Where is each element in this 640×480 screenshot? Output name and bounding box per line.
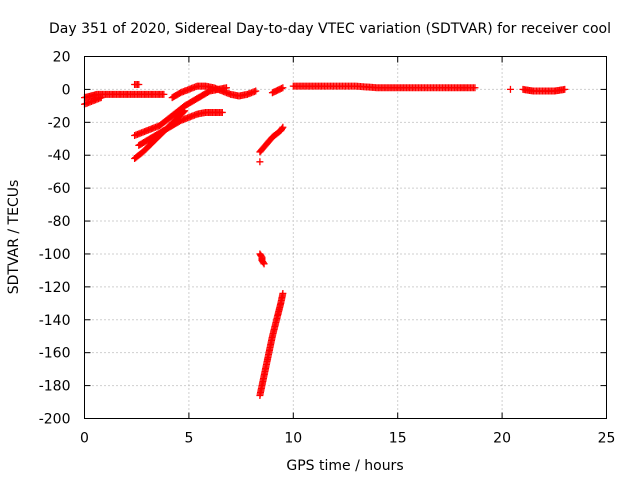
y-tick-label: -20 [48,115,71,131]
data-point [180,108,188,116]
y-tick-label: -40 [48,148,71,164]
data-point [256,158,264,166]
y-tick-label: -60 [48,181,71,197]
series-arc-14 [519,85,569,95]
series-arc-1-low [81,94,105,108]
y-tick-label: 0 [62,82,71,98]
series-arc-12 [289,82,479,92]
y-tick-label: -120 [39,280,71,296]
data-point [279,84,287,92]
y-tick-label: -140 [39,313,71,329]
chart-title: Day 351 of 2020, Sidereal Day-to-day VTE… [49,21,611,37]
series-arc-13 [506,85,514,93]
data-point [181,107,189,115]
y-tick-label: 20 [53,50,71,66]
plot-frame [84,56,607,419]
y-axis-label: SDTVAR / TECUs [6,180,22,295]
series-arc-7 [256,123,287,156]
series-arc-6 [131,107,189,163]
series-arc-9 [256,250,268,268]
y-tick-label: -160 [39,346,71,362]
y-tick-label: -200 [39,412,71,428]
data-point [259,259,267,267]
data-point [561,85,569,93]
data-point [506,85,514,93]
series-arc-10 [256,289,287,399]
grid [84,56,607,419]
y-tick-label: -100 [39,247,71,263]
data-point [471,84,479,92]
data-point [135,80,143,88]
data-point [222,84,230,92]
data-point [97,94,105,102]
x-tick-label: 15 [389,431,407,447]
x-axis-label: GPS time / hours [286,458,403,474]
series-arc-8 [256,158,264,166]
data-point [218,108,226,116]
series-arc-1 [81,90,168,102]
series-arc-11 [268,84,287,97]
series-arc-4 [131,84,230,139]
data-point [279,289,287,297]
data-points [81,80,569,399]
x-tick-label: 5 [184,431,193,447]
x-tick-label: 10 [284,431,302,447]
data-point [160,90,168,98]
x-tick-label: 0 [80,431,89,447]
y-tick-label: -180 [39,379,71,395]
y-tick-label: -80 [48,214,71,230]
data-point [260,260,268,268]
axis-ticks: 0 5 10 15 20 25 20 0 -20 -40 -60 -80 -100 -120 -140 -16… [39,50,616,447]
x-tick-label: 25 [598,431,616,447]
series-arc-2 [131,80,143,88]
data-point [278,124,286,132]
x-tick-label: 20 [493,431,511,447]
data-point [252,87,260,95]
data-point [279,123,287,131]
